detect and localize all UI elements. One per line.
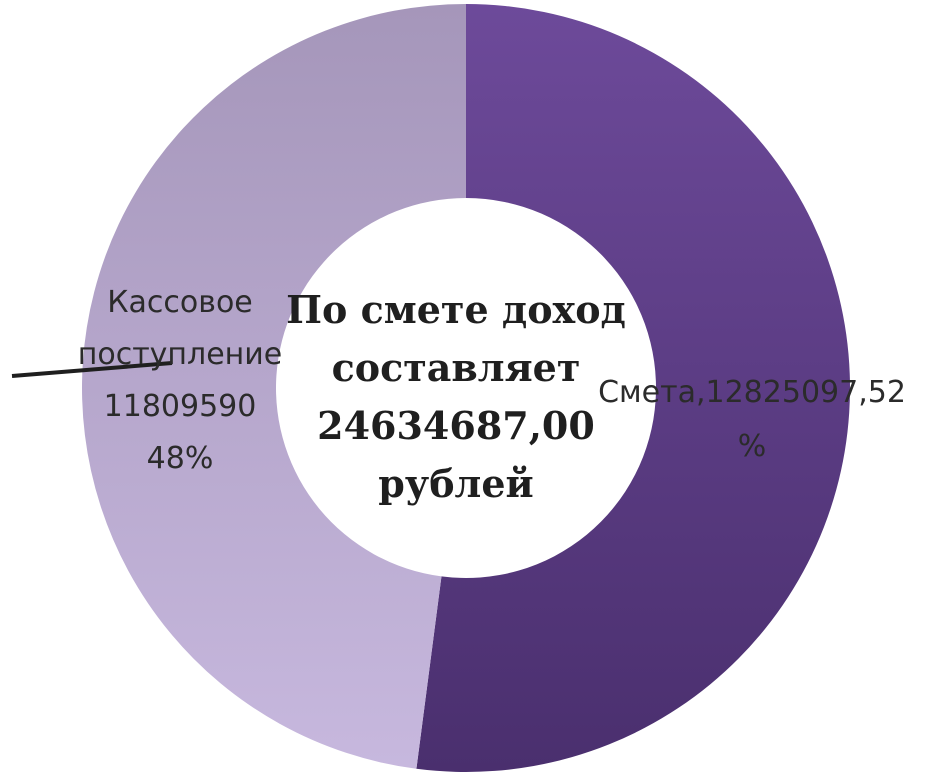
donut-slice-smeta (416, 4, 850, 772)
slice-label-smeta: Смета,12825097,52% (598, 375, 906, 464)
slice-label-kassovoe-postuplenie: Кассовое поступление 11809590 48% (78, 285, 283, 476)
donut-center-text: По смете доход составляет 24634687,00 рубле… (286, 287, 626, 506)
donut-slice-kassovoe-postuplenie (81, 4, 466, 769)
label-leader-line (11, 361, 173, 378)
